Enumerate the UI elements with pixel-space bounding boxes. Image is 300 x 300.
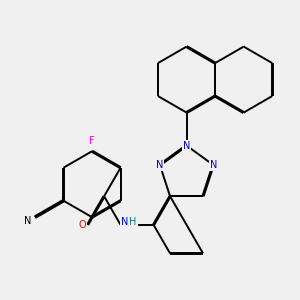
Text: N: N — [121, 217, 128, 227]
Text: N: N — [209, 160, 217, 170]
Text: N: N — [156, 160, 164, 170]
Text: N: N — [24, 216, 32, 226]
Text: N: N — [183, 140, 190, 151]
Text: H: H — [129, 217, 137, 227]
Text: F: F — [89, 136, 95, 146]
Text: O: O — [79, 220, 86, 230]
